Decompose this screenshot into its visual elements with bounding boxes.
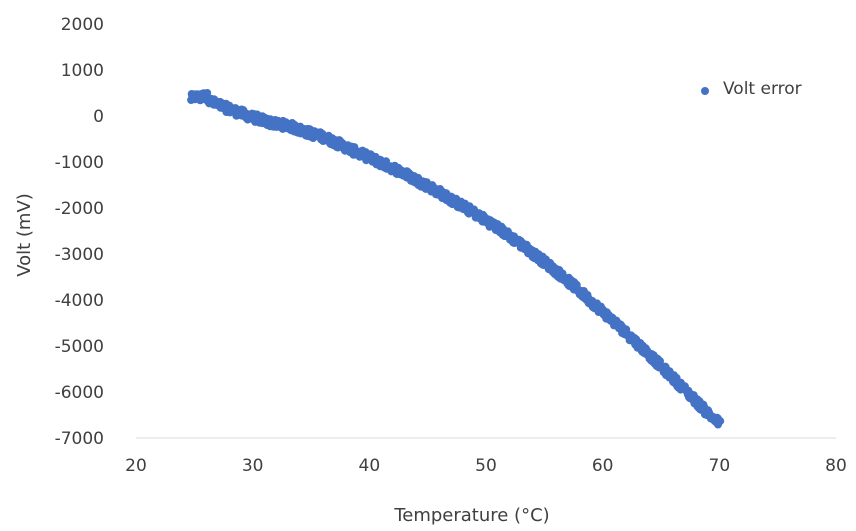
data-point: [716, 417, 725, 426]
data-point: [203, 89, 212, 97]
y-tick-label: -4000: [55, 291, 104, 311]
x-tick-label: 70: [709, 456, 731, 476]
legend-label: Volt error: [723, 79, 802, 99]
x-tick-label: 50: [475, 456, 497, 476]
x-tick-label: 40: [359, 456, 381, 476]
x-tick-label: 20: [125, 456, 147, 476]
y-tick-label: -2000: [55, 199, 104, 219]
y-tick-label: -6000: [55, 383, 104, 403]
y-tick-label: 1000: [61, 61, 104, 81]
x-tick-label: 60: [592, 456, 614, 476]
points-layer: [187, 89, 725, 429]
legend: Volt error: [701, 79, 802, 99]
x-tick-label: 80: [825, 456, 847, 476]
y-tick-label: -3000: [55, 245, 104, 265]
x-axis-ticks: 20 30 40 50 60 70 80: [125, 456, 847, 476]
x-axis-title: Temperature (°C): [393, 505, 549, 526]
y-axis-ticks: 2000 1000 0 -1000 -2000 -3000 -4000 -5000 -6000 -…: [55, 15, 104, 449]
y-tick-label: 0: [93, 107, 104, 127]
x-tick-label: 30: [242, 456, 264, 476]
y-tick-label: 2000: [61, 15, 104, 35]
plot-area: [136, 89, 836, 439]
y-axis-title: Volt (mV): [14, 193, 35, 277]
y-tick-label: -5000: [55, 337, 104, 357]
legend-marker: [701, 87, 709, 95]
y-tick-label: -1000: [55, 153, 104, 173]
y-tick-label: -7000: [55, 429, 104, 449]
